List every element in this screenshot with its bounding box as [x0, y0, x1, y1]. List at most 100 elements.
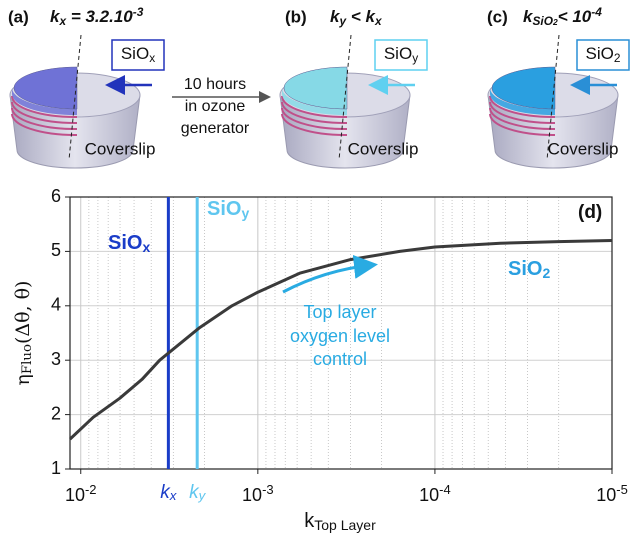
annotation: SiO2 — [508, 258, 550, 281]
layer-stripe — [11, 101, 78, 125]
annotation: Top layer — [303, 302, 376, 322]
transition-text: in ozone — [185, 98, 246, 115]
text-part: k — [330, 7, 341, 26]
top-layer-side — [282, 88, 347, 116]
layer-stripe — [11, 107, 78, 131]
text-part: < 10 — [558, 7, 592, 26]
k-marker-label: kx — [160, 482, 178, 503]
tick-exponent: -2 — [85, 482, 97, 497]
x-axis-label: kTop Layer — [304, 510, 376, 533]
tick-base: 10 — [65, 485, 85, 505]
text-part: SiO — [586, 44, 614, 63]
panel-formula: kx = 3.2.10-3 — [50, 5, 144, 28]
y-axis-label: ηFluo(Δθ, θ) — [12, 281, 35, 386]
transition-text: 10 hours — [184, 76, 246, 93]
y-tick-label: 4 — [51, 295, 61, 315]
text-part: y — [412, 51, 418, 65]
curve — [68, 239, 613, 441]
text-part: SiO — [207, 198, 241, 220]
text-part: k — [50, 7, 61, 26]
text-part: 2 — [614, 51, 621, 65]
text-part: Top Layer — [314, 517, 376, 533]
tick-exponent: -4 — [439, 482, 451, 497]
y-tick-label: 6 — [51, 186, 61, 206]
text-part: Top layer — [303, 302, 376, 322]
text-part: SiO — [108, 232, 142, 254]
x-tick-label: 10-5 — [596, 482, 628, 505]
text-part: x — [142, 239, 150, 255]
text-part: y — [338, 14, 347, 28]
y-tick-label: 3 — [51, 349, 61, 369]
layer-stripe — [281, 101, 348, 125]
material-box — [576, 39, 630, 71]
material-label: SiOy — [384, 44, 418, 64]
text-part: 2 — [552, 17, 558, 27]
layer-stripe — [281, 95, 348, 119]
panel-tag: (a) — [8, 7, 29, 26]
material-box — [111, 39, 165, 71]
control-arrow — [282, 254, 378, 294]
text-part: oxygen level — [290, 326, 390, 346]
layer-stripe — [281, 107, 348, 131]
annotation: (d) — [578, 202, 602, 223]
panel-formula: kSiO2< 10-4 — [523, 5, 602, 28]
material-box — [374, 39, 428, 71]
tick-base: 10 — [419, 485, 439, 505]
substrate-label: Coverslip — [348, 139, 419, 158]
k-marker-label: ky — [189, 482, 207, 503]
layer-stripe — [281, 113, 348, 137]
text-part: -4 — [591, 5, 602, 19]
annotation: SiOx — [108, 232, 150, 255]
text-part: x — [169, 488, 178, 503]
y-tick-label: 1 — [51, 458, 61, 478]
plot-frame — [69, 196, 613, 470]
text-part: -3 — [133, 5, 144, 19]
tick-base: 10 — [242, 485, 262, 505]
layer-stripe — [11, 95, 78, 119]
annotation: control — [313, 349, 367, 369]
y-tick-label: 5 — [51, 240, 61, 260]
top-layer — [491, 66, 556, 110]
layer-stripe — [489, 95, 556, 119]
text-part: y — [198, 488, 207, 503]
text-part: x — [374, 14, 383, 28]
text-part: = 3.2.10 — [66, 7, 133, 26]
annotation: SiOy — [207, 198, 249, 221]
text-part: k — [160, 482, 171, 503]
annotation: oxygen level — [290, 326, 390, 346]
layer-stripe — [489, 113, 556, 137]
text-part: (Δθ, θ) — [12, 281, 34, 345]
text-part: SiO — [121, 44, 149, 63]
substrate-label: Coverslip — [548, 139, 619, 158]
tick-base: 10 — [596, 485, 616, 505]
panel-tag: (c) — [487, 7, 508, 26]
text-part: k — [523, 7, 534, 26]
x-tick-label: 10-3 — [242, 482, 274, 505]
tick-exponent: -3 — [262, 482, 274, 497]
text-part: 2 — [542, 265, 550, 281]
layer-stripe — [11, 113, 78, 137]
text-part: SiO — [384, 44, 412, 63]
top-layer-side — [490, 88, 555, 116]
text-part: x — [149, 51, 155, 65]
top-layer — [13, 66, 78, 110]
panel-tag: (b) — [285, 7, 307, 26]
text-part: (d) — [578, 202, 602, 223]
text-part: k — [304, 510, 315, 532]
panel-formula: ky < kx — [330, 7, 383, 27]
material-label: SiO2 — [586, 44, 621, 64]
material-label: SiOx — [121, 44, 155, 64]
tick-exponent: -5 — [616, 482, 628, 497]
layer-stripe — [489, 107, 556, 131]
text-part: SiO — [508, 258, 542, 280]
text-part: < k — [346, 7, 376, 26]
text-part: SiO — [532, 14, 553, 28]
text-part: y — [241, 205, 249, 221]
text-part: control — [313, 349, 367, 369]
text-part: k — [189, 482, 200, 503]
transition-text: generator — [181, 120, 250, 137]
text-part: Fluo — [20, 344, 35, 374]
y-tick-label: 2 — [51, 403, 61, 423]
substrate-label: Coverslip — [85, 139, 156, 158]
